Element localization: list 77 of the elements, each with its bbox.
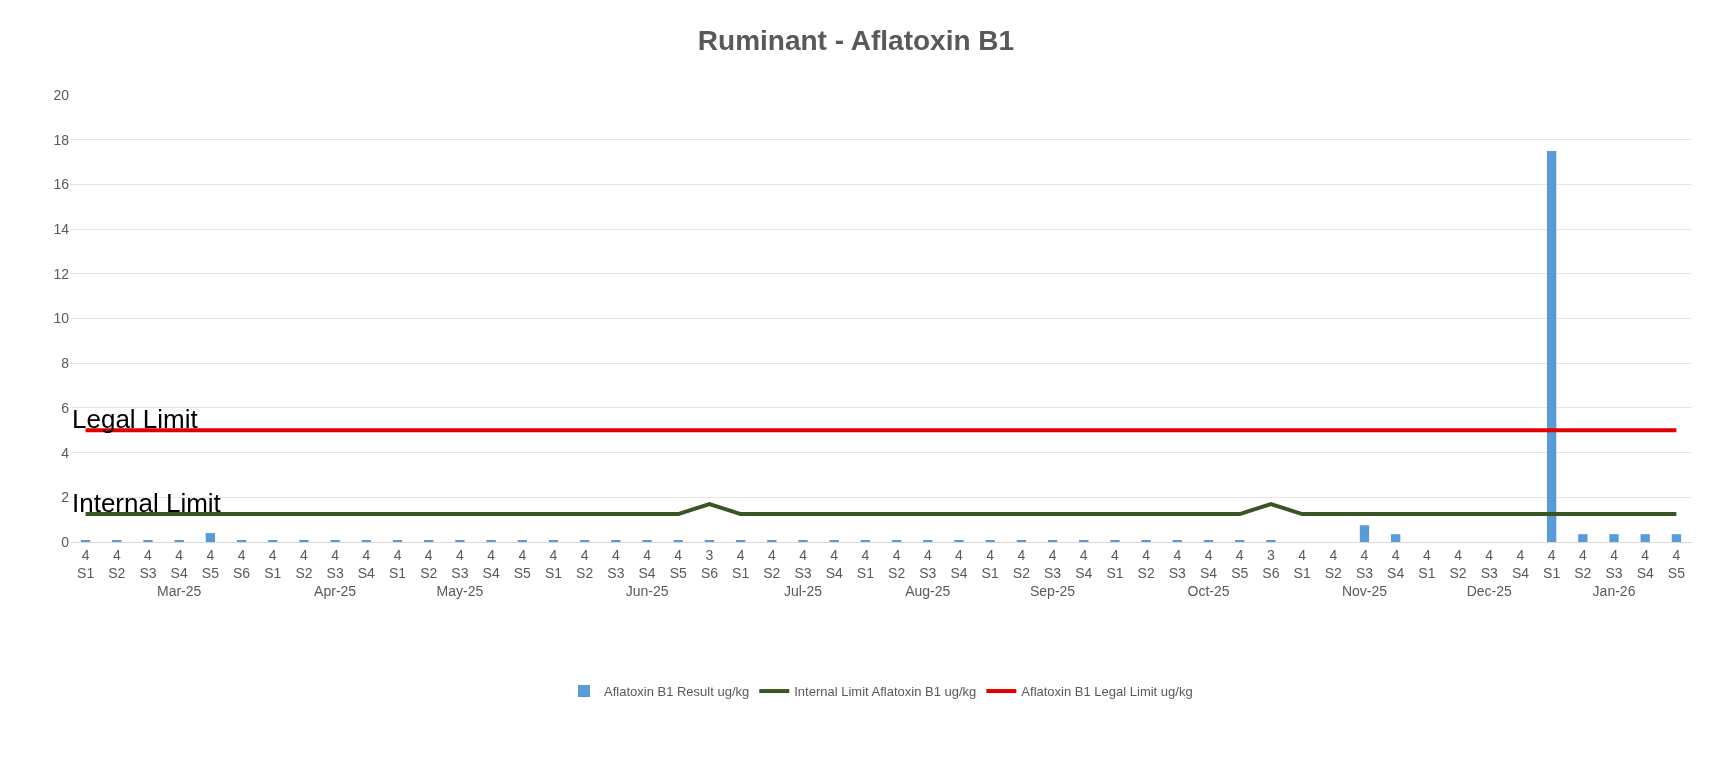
x-tick-label: 3 S6 xyxy=(1262,546,1280,581)
x-tick-label: 4 S3 Jul-25 xyxy=(783,546,823,600)
annotation: Legal Limit xyxy=(72,404,199,434)
y-tick-label: 0 xyxy=(61,533,70,550)
x-tick-label: 4 S4 xyxy=(950,546,968,581)
x-tick-label: 4 S4 xyxy=(482,546,500,581)
x-tick-label: 4 S3 Dec-25 xyxy=(1466,546,1513,600)
x-tick-label: 4 S3 xyxy=(1168,546,1187,581)
x-tick-label: 4 S1 xyxy=(264,546,282,581)
x-tick-label: 4 S5 xyxy=(1667,546,1686,581)
x-tick-label: 4 S1 xyxy=(856,546,875,581)
x-tick-label: 4 S2 xyxy=(1574,546,1592,581)
x-tick-label: 4 S3 Sep-25 xyxy=(1029,546,1076,600)
x-tick-label: 4 S1 xyxy=(544,546,563,581)
bar xyxy=(205,533,216,542)
x-tick-label: 4 S2 xyxy=(1449,546,1467,581)
x-tick-label: 4 S3 Apr-25 xyxy=(314,546,357,600)
bar xyxy=(1609,534,1619,542)
x-tick-label: 3 S6 xyxy=(700,546,719,581)
bar xyxy=(1546,150,1557,542)
x-tick-label: 4 S1 xyxy=(1543,546,1561,581)
y-tick-label: 10 xyxy=(53,310,70,327)
y-tick-label: 20 xyxy=(53,86,70,103)
x-tick-label: 4 S1 xyxy=(1293,546,1311,581)
x-tick-label: 4 S4 xyxy=(357,546,376,581)
annotation: Internal Limit xyxy=(72,488,222,518)
x-tick-label: 4 S5 xyxy=(1231,546,1249,581)
x-tick-label: 4 S1 xyxy=(981,546,999,581)
x-tick-label: 4 S3 xyxy=(139,546,157,581)
x-tick-label: 4 S2 xyxy=(763,546,781,581)
x-tick-label: 4 S1 xyxy=(388,546,407,581)
y-tick-label: 6 xyxy=(61,399,70,416)
x-tick-label: 4 S5 xyxy=(669,546,688,581)
y-tick-label: 8 xyxy=(61,355,70,372)
x-tick-label: 4 S2 xyxy=(1137,546,1155,581)
x-tick-label: 4 S3 xyxy=(607,546,625,581)
x-tick-label: 4 S5 xyxy=(513,546,532,581)
x-tick-label: 4 S1 xyxy=(1418,546,1436,581)
x-tick-label: 4 S6 xyxy=(233,546,251,581)
x-tick-label: 4 S4 xyxy=(1636,546,1654,581)
x-tick-label: 4 S2 xyxy=(1324,546,1343,581)
x-tick-label: 4 S2 xyxy=(576,546,594,581)
y-tick-label: 16 xyxy=(53,176,70,193)
legend-label: Aflatoxin B1 Result ug/kg xyxy=(604,684,750,700)
legend-label: Internal Limit Aflatoxin B1 ug/kg xyxy=(794,684,977,700)
bar xyxy=(1671,534,1682,542)
y-tick-label: 4 xyxy=(61,444,70,461)
y-tick-label: 12 xyxy=(53,265,70,282)
x-tick-label: 4 S2 xyxy=(420,546,438,581)
x-tick-label: 4 S3 Aug-25 xyxy=(905,546,951,600)
x-tick-label: 4 S2 xyxy=(108,546,126,581)
x-tick-label: 4 S5 xyxy=(201,546,220,581)
x-tick-label: 4 S4 Mar-25 xyxy=(156,546,202,600)
x-tick-label: 4 S4 Jun-25 xyxy=(625,546,669,600)
bar xyxy=(1359,525,1370,542)
x-tick-label: 4 S2 xyxy=(888,546,906,581)
x-tick-label: 4 S1 xyxy=(77,546,95,581)
legend-label: Aflatoxin B1 Legal Limit ug/kg xyxy=(1021,684,1193,700)
y-tick-label: 2 xyxy=(61,489,70,506)
x-tick-label: 4 S3 May-25 xyxy=(436,546,484,600)
chart-title: Ruminant - Aflatoxin B1 xyxy=(697,24,1015,56)
x-tick-label: 4 S4 Oct-25 xyxy=(1187,546,1230,600)
x-tick-label: 4 S1 xyxy=(732,546,750,581)
y-tick-label: 14 xyxy=(53,221,70,237)
x-tick-label: 4 S2 xyxy=(1012,546,1031,581)
x-tick-label: 4 S4 xyxy=(1075,546,1093,581)
x-tick-label: 4 S3 Nov-25 xyxy=(1341,546,1388,600)
x-tick-label: 4 S4 xyxy=(1511,546,1530,581)
x-tick-label: 4 S1 xyxy=(1106,546,1124,581)
bar xyxy=(1640,534,1650,542)
y-tick-label: 18 xyxy=(53,131,70,148)
bar xyxy=(1390,534,1401,542)
x-tick-label: 4 S4 xyxy=(825,546,843,581)
x-tick-label: 4 S3 Jan-26 xyxy=(1592,546,1636,600)
x-tick-label: 4 S4 xyxy=(1387,546,1405,581)
bar xyxy=(1578,534,1588,542)
x-tick-label: 4 S2 xyxy=(295,546,313,581)
